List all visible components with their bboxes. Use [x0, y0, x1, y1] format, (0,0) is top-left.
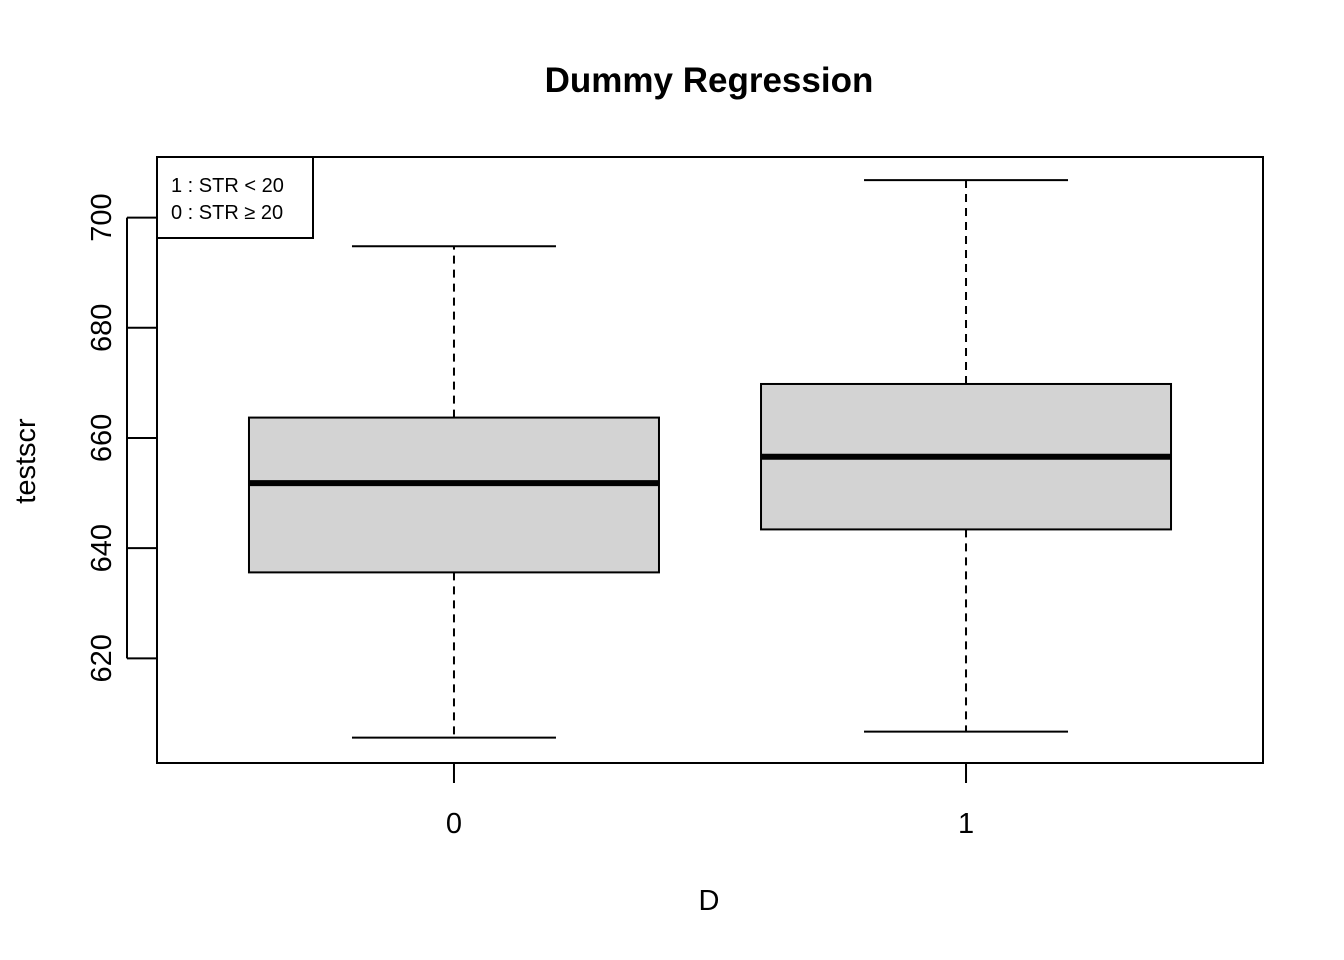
x-axis-label: D	[699, 885, 720, 917]
iqr-box-0	[247, 416, 660, 574]
x-tick-label-1: 1	[958, 808, 974, 840]
y-axis-label: testscr	[10, 418, 42, 504]
legend-entry-0: 0 : STR ≥ 20	[171, 202, 283, 224]
x-tick-label-0: 0	[446, 808, 462, 840]
y-tick-label-660: 660	[86, 414, 118, 462]
y-tick-label-680: 680	[86, 304, 118, 352]
y-tick-label-620: 620	[86, 634, 118, 682]
legend: 1 : STR < 20 0 : STR ≥ 20	[156, 156, 314, 239]
y-tick-label-640: 640	[86, 524, 118, 572]
box-0	[247, 245, 660, 739]
legend-entry-1: 1 : STR < 20	[171, 175, 284, 197]
y-axis: 620 640 660 680 700	[86, 193, 157, 683]
legend-frame	[156, 156, 314, 239]
box-1	[760, 179, 1173, 733]
y-tick-label-700: 700	[86, 193, 118, 241]
chart-title: Dummy Regression	[545, 61, 874, 100]
boxes-group	[247, 179, 1173, 739]
